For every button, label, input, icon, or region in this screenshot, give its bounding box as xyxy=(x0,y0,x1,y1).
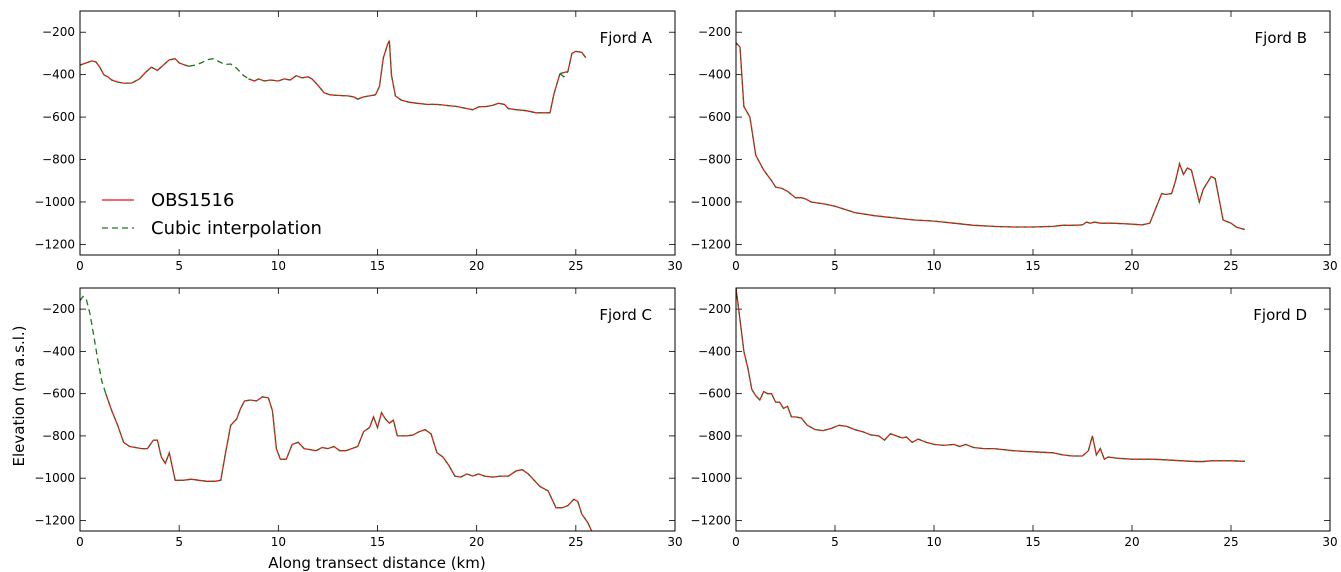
x-tick-label: 15 xyxy=(1025,259,1040,273)
y-tick-label: −400 xyxy=(42,68,75,82)
x-tick-label: 15 xyxy=(370,259,385,273)
panel-fjord-a: 0 5 10 15 20 25 30 −200 −400 −600 −800 −1000 −1200 Fj… xyxy=(34,10,683,273)
plot-area-fjord-c xyxy=(80,295,593,531)
y-tick-label: −1200 xyxy=(690,513,731,527)
y-tick-label: −600 xyxy=(42,110,75,124)
series-line-obs1516-overlay xyxy=(248,40,561,114)
series-line-obs1516 xyxy=(736,42,1246,231)
axes-frame xyxy=(735,10,1331,256)
x-tick-label: 0 xyxy=(732,259,740,273)
legend-label-obs1516: OBS1516 xyxy=(151,190,234,211)
x-tick-label: 25 xyxy=(1223,259,1238,273)
x-tick-label: 10 xyxy=(926,259,941,273)
panel-title: Fjord B xyxy=(1255,29,1307,47)
y-tick-label: −800 xyxy=(698,153,731,167)
x-tick-label: 0 xyxy=(732,535,740,549)
y-tick-label: −600 xyxy=(698,387,731,401)
y-tick-label: −1200 xyxy=(34,237,75,251)
x-tick-label: 30 xyxy=(667,259,682,273)
y-tick-label: −1200 xyxy=(34,513,75,527)
x-tick-label: 25 xyxy=(568,259,583,273)
x-tick-label: 5 xyxy=(831,535,839,549)
series-line-obs1516-overlay xyxy=(559,50,587,75)
y-tick-label: −600 xyxy=(698,110,731,124)
x-tick-label: 30 xyxy=(1322,535,1337,549)
y-tick-label: −1000 xyxy=(690,195,731,209)
series-line-obs1516-overlay xyxy=(105,393,593,531)
x-tick-label: 0 xyxy=(76,259,84,273)
y-tick-label: −800 xyxy=(42,429,75,443)
panel-fjord-b: 0 5 10 15 20 25 30 −200 −400 −600 −800 −1000 −1200 Fj… xyxy=(690,10,1338,273)
x-tick-label: 20 xyxy=(1124,259,1139,273)
y-tick-label: −200 xyxy=(42,25,75,39)
series-line-cubic-interpolation xyxy=(559,71,569,78)
plot-area-fjord-d xyxy=(736,288,1245,463)
x-tick-label: 10 xyxy=(271,535,286,549)
x-tick-label: 15 xyxy=(370,535,385,549)
plot-area-fjord-a xyxy=(80,40,587,114)
y-tick-label: −200 xyxy=(42,302,75,316)
y-tick-label: −1000 xyxy=(34,471,75,485)
series-line-obs1516-overlay xyxy=(80,57,190,84)
panel-fjord-c: 0 5 10 15 20 25 30 −200 −400 −600 −800 −1000 −1200 Fj… xyxy=(34,287,683,549)
x-tick-label: 15 xyxy=(1025,535,1040,549)
legend-label-cubic-interpolation: Cubic interpolation xyxy=(151,218,322,239)
panel-title: Fjord A xyxy=(600,29,653,47)
panel-fjord-d: 0 5 10 15 20 25 30 −200 −400 −600 −800 −1000 −1200 Fj… xyxy=(690,287,1338,549)
axes-frame xyxy=(79,287,676,532)
x-tick-label: 10 xyxy=(271,259,286,273)
y-tick-label: −800 xyxy=(698,429,731,443)
y-tick-label: −200 xyxy=(698,302,731,316)
series-line-obs1516-overlay xyxy=(736,288,1245,463)
y-tick-label: −1000 xyxy=(34,195,75,209)
x-tick-label: 20 xyxy=(1124,535,1139,549)
y-tick-label: −1200 xyxy=(690,237,731,251)
x-axis-label: Along transect distance (km) xyxy=(268,554,485,572)
x-tick-label: 25 xyxy=(568,535,583,549)
axes-frame xyxy=(735,287,1331,532)
axes-frame xyxy=(79,10,676,256)
y-tick-label: −1000 xyxy=(690,471,731,485)
x-tick-label: 5 xyxy=(831,259,839,273)
x-tick-label: 20 xyxy=(469,259,484,273)
y-tick-label: −600 xyxy=(42,387,75,401)
legend: OBS1516 Cubic interpolation xyxy=(102,190,322,239)
x-tick-label: 25 xyxy=(1223,535,1238,549)
x-tick-label: 30 xyxy=(1322,259,1337,273)
x-tick-label: 20 xyxy=(469,535,484,549)
y-tick-label: −400 xyxy=(698,344,731,358)
y-axis-label: Elevation (m a.s.l.) xyxy=(10,325,28,466)
series-line-obs1516 xyxy=(559,50,587,75)
panel-title: Fjord D xyxy=(1253,306,1307,324)
y-tick-label: −800 xyxy=(42,153,75,167)
x-tick-label: 30 xyxy=(667,535,682,549)
plot-area-fjord-b xyxy=(736,42,1246,231)
x-tick-label: 0 xyxy=(76,535,84,549)
x-tick-label: 10 xyxy=(926,535,941,549)
y-tick-label: −400 xyxy=(698,68,731,82)
series-line-obs1516-overlay xyxy=(736,42,1246,231)
series-line-cubic-interpolation xyxy=(80,295,107,394)
y-tick-label: −200 xyxy=(698,25,731,39)
series-line-obs1516 xyxy=(105,393,593,531)
x-tick-label: 5 xyxy=(175,535,183,549)
y-tick-label: −400 xyxy=(42,344,75,358)
series-line-obs1516 xyxy=(736,288,1245,463)
x-tick-label: 5 xyxy=(175,259,183,273)
panel-title: Fjord C xyxy=(599,306,652,324)
series-line-cubic-interpolation xyxy=(188,58,249,80)
